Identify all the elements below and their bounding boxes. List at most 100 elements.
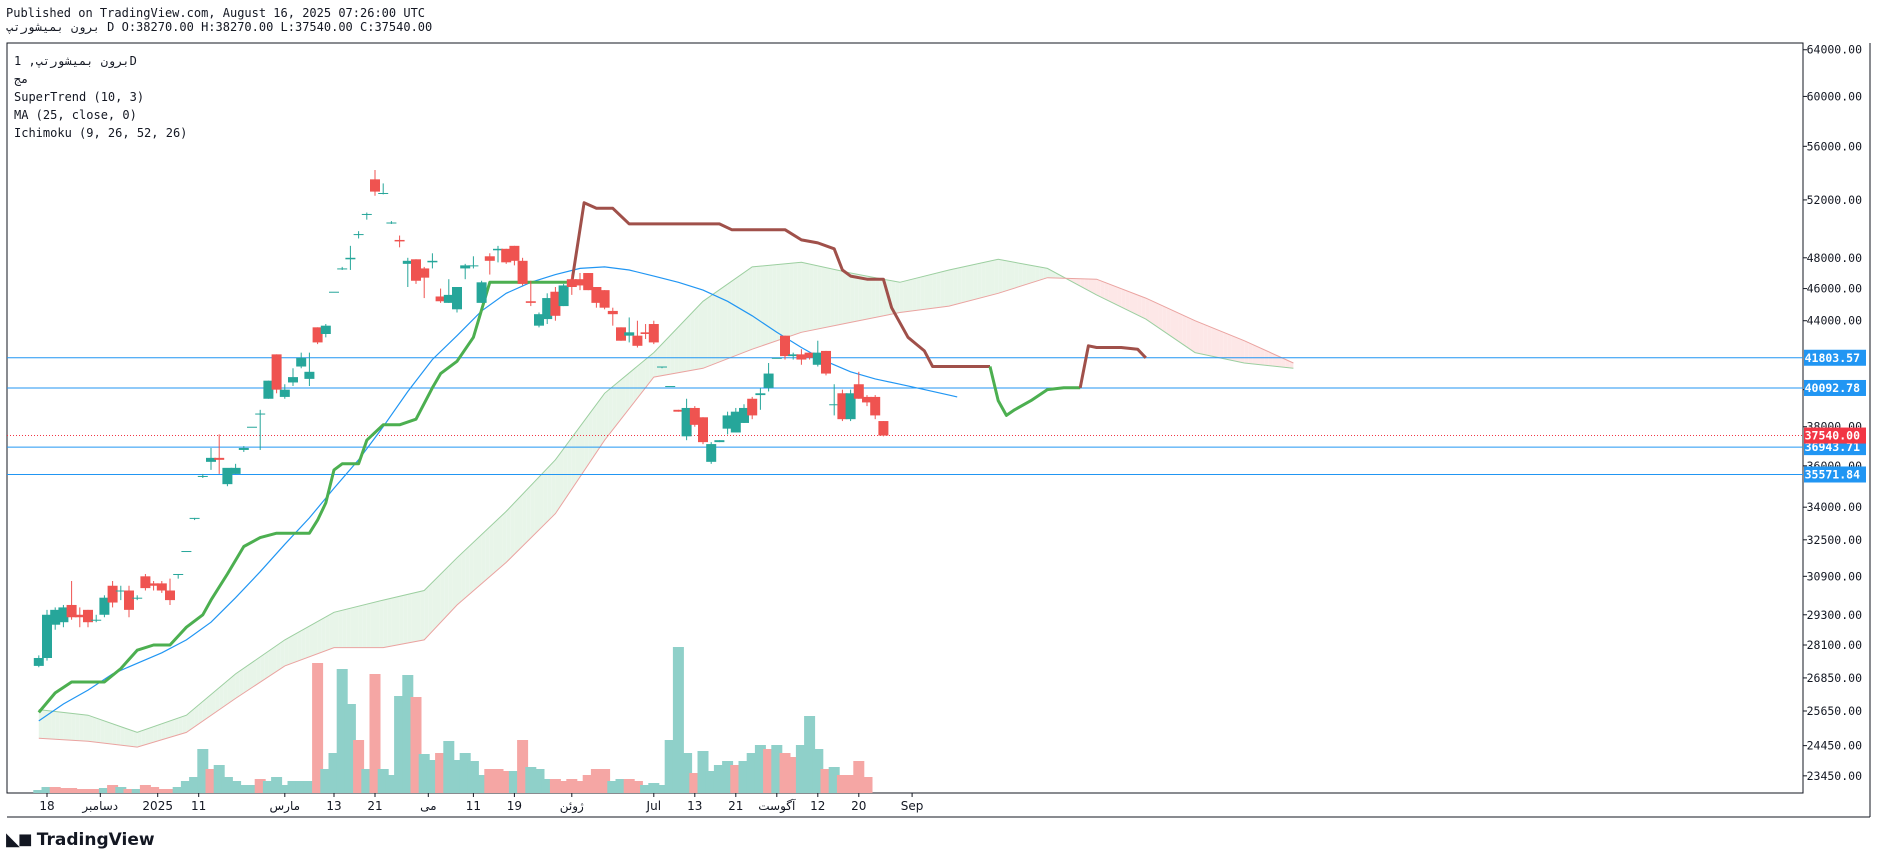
cloud-segment <box>47 710 52 740</box>
cloud-segment <box>1223 332 1228 360</box>
cloud-segment <box>862 275 867 320</box>
candle <box>853 371 864 399</box>
candle <box>33 655 44 668</box>
cloud-segment <box>805 263 810 332</box>
cloud-segment <box>924 275 929 310</box>
time-tick-label: 12 <box>810 799 825 813</box>
cloud-segment <box>780 263 785 340</box>
cloud-segment <box>268 648 273 677</box>
cloud-segment <box>407 593 412 643</box>
cloud-segment <box>731 278 736 358</box>
cloud-segment <box>284 637 289 666</box>
volume-bar <box>213 765 225 793</box>
volume-bar <box>459 753 471 793</box>
candle <box>640 324 651 340</box>
volume-bar <box>344 704 356 793</box>
candle <box>714 440 725 443</box>
cloud-segment <box>908 279 913 312</box>
candle <box>870 395 881 420</box>
candle <box>616 327 626 341</box>
candle <box>329 291 339 293</box>
candle-body <box>739 407 749 423</box>
candle-body <box>673 409 684 412</box>
volume-bar <box>328 753 340 793</box>
candle-body <box>263 380 274 399</box>
cloud-segment <box>936 271 941 308</box>
cloud-segment <box>879 278 884 317</box>
volume-bar <box>254 779 266 793</box>
candle-body <box>689 407 700 425</box>
candle <box>599 290 610 310</box>
volume-bar <box>57 788 69 793</box>
candle-body <box>279 389 290 397</box>
candle-body <box>780 335 790 357</box>
legend-symbol[interactable]: برون بمیشورتپ, 1D <box>14 54 137 68</box>
cloud-segment <box>502 511 507 566</box>
candle <box>255 409 266 450</box>
candle-body <box>681 407 692 437</box>
candle <box>509 245 520 266</box>
cloud-segment <box>739 272 744 354</box>
candle-body <box>115 590 126 592</box>
cloud-segment <box>1084 278 1089 291</box>
cloud-segment <box>838 270 843 325</box>
cloud-segment <box>1035 266 1040 282</box>
cloud-segment <box>493 518 498 573</box>
candle-body <box>107 585 118 603</box>
volume-bar <box>369 674 381 793</box>
cloud-segment <box>178 716 183 735</box>
cloud-segment <box>1268 351 1273 367</box>
candle-body <box>583 273 594 291</box>
candle <box>206 447 216 470</box>
price-tick-label: 28100.00 <box>1807 638 1862 652</box>
cloud-segment <box>698 301 703 370</box>
candle <box>419 266 430 299</box>
cloud-segment <box>399 595 404 645</box>
candle <box>550 287 561 321</box>
volume-bar <box>697 751 709 793</box>
cloud-segment <box>51 710 56 740</box>
volume-bar <box>238 785 250 793</box>
candle <box>525 280 536 307</box>
candle-body <box>402 260 413 264</box>
cloud-segment <box>190 708 195 730</box>
cloud-segment <box>133 730 138 748</box>
tradingview-logo[interactable]: ◣◼ TradingView <box>6 829 155 850</box>
cloud-segment <box>912 278 917 311</box>
cloud-segment <box>867 276 872 320</box>
price-axis: 64000.00 60000.00 56000.00 52000.00 48000.00… <box>1803 43 1862 783</box>
cloud-segment <box>797 262 802 334</box>
cloud-segment <box>420 590 425 641</box>
cloud-segment <box>842 271 847 325</box>
cloud-segment <box>985 261 990 297</box>
cloud-segment <box>272 645 277 674</box>
candle <box>124 585 134 618</box>
volume-bar <box>754 745 766 793</box>
cloud-segment <box>920 276 925 310</box>
volume-bar <box>640 785 652 793</box>
cloud-segment <box>875 277 880 318</box>
candle <box>181 551 192 553</box>
supertrend-up-line <box>37 280 572 714</box>
candle <box>378 183 389 195</box>
cloud-segment <box>1108 283 1113 303</box>
legend-ichimoku[interactable]: Ichimoku (9, 26, 52, 26) <box>14 126 188 140</box>
cloud-segment <box>317 619 322 654</box>
cloud-segment <box>149 726 154 744</box>
cloud-segment <box>764 265 769 345</box>
volume-bar <box>763 749 775 793</box>
cloud-segment <box>1277 355 1282 367</box>
cloud-segment <box>801 262 806 333</box>
candle-body <box>452 287 462 310</box>
cloud-segment <box>1182 314 1187 347</box>
legend-ma[interactable]: MA (25, close, 0) <box>14 108 137 122</box>
candle-body <box>484 256 495 261</box>
cloud-segment <box>1190 318 1195 353</box>
cloud-segment <box>551 459 556 518</box>
cloud-segment <box>395 596 400 646</box>
candle-body <box>181 551 192 553</box>
candle-body <box>91 619 102 621</box>
cloud-segment <box>539 472 544 530</box>
legend-supertrend[interactable]: SuperTrend (10, 3) <box>14 90 145 104</box>
